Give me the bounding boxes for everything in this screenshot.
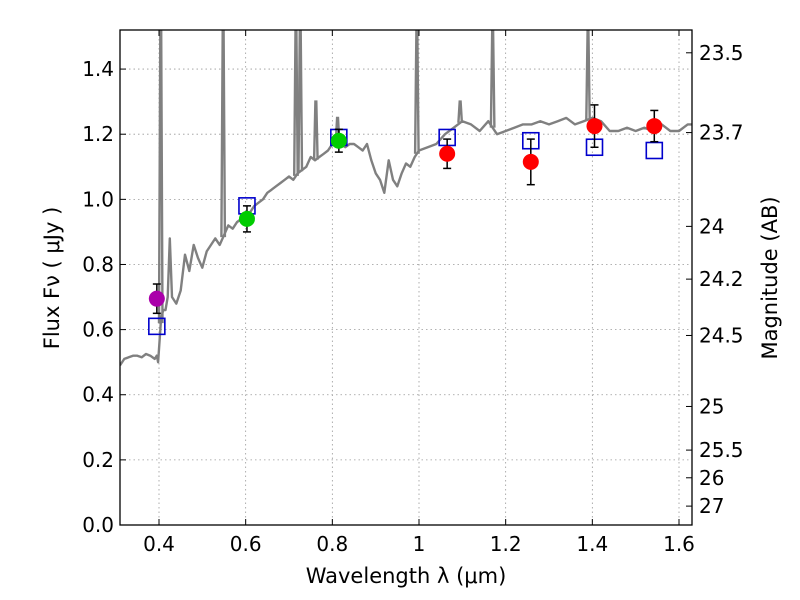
y-tick-label: 0.6 xyxy=(82,318,114,342)
emission-line xyxy=(220,30,227,238)
right-tick-label: 23.7 xyxy=(699,121,744,145)
observed-flux-point xyxy=(522,153,539,170)
y-tick-label: 0.2 xyxy=(82,448,114,472)
right-axis-label: Magnitude (AB) xyxy=(758,196,782,359)
x-tick-label: 1.4 xyxy=(576,532,608,556)
right-tick-label: 24.5 xyxy=(699,323,744,347)
x-tick-label: 0.4 xyxy=(143,532,175,556)
model-spectrum-layer xyxy=(120,30,692,367)
x-tick-label: 0.8 xyxy=(316,532,348,556)
emission-line xyxy=(489,30,496,128)
y-tick-label: 0.4 xyxy=(82,383,114,407)
observed-flux-point xyxy=(586,118,603,135)
y-tick-label: 0.8 xyxy=(82,252,114,276)
observed-flux-point xyxy=(330,132,347,149)
grid xyxy=(120,30,692,526)
right-tick-label: 24.2 xyxy=(699,267,744,291)
emission-line xyxy=(297,30,304,172)
observed-flux-point xyxy=(238,210,255,227)
emission-line xyxy=(293,30,299,176)
observed-flux-point xyxy=(148,290,165,307)
y-tick-label: 1.4 xyxy=(82,57,114,81)
observed-flux-point xyxy=(646,118,663,135)
emission-line xyxy=(413,30,420,154)
x-axis-label: Wavelength λ (μm) xyxy=(306,564,507,588)
tick-marks xyxy=(120,30,692,526)
right-tick-label: 27 xyxy=(699,494,724,518)
emission-line xyxy=(585,30,591,120)
emission-line xyxy=(312,100,319,160)
x-tick-label: 1.6 xyxy=(663,532,695,556)
right-tick-label: 25.5 xyxy=(699,438,744,462)
y-tick-label: 0.0 xyxy=(82,513,114,537)
y-tick-label: 1.0 xyxy=(82,187,114,211)
right-tick-label: 24 xyxy=(699,214,724,238)
right-tick-label: 25 xyxy=(699,394,724,418)
model-spectrum-line xyxy=(120,116,692,367)
observed-flux-point xyxy=(439,145,456,162)
emission-line xyxy=(457,100,464,123)
model-photometry-square xyxy=(148,317,166,336)
x-tick-label: 0.6 xyxy=(230,532,262,556)
right-tick-label: 23.5 xyxy=(699,41,744,65)
y-tick-label: 1.2 xyxy=(82,122,114,146)
x-tick-label: 1 xyxy=(413,532,426,556)
model-photometry-square xyxy=(645,141,664,160)
y-axis-label: Flux Fν ( μJy ) xyxy=(40,207,64,350)
emission-line xyxy=(157,30,164,324)
plot-frame xyxy=(119,29,693,526)
data-points-layer xyxy=(148,104,664,336)
right-tick-label: 26 xyxy=(699,466,724,490)
x-tick-label: 1.2 xyxy=(490,532,522,556)
tick-labels: 0.4 0.6 0.8 1 1.2 1.4 1.6 0.0 0.2 0.4 0.6 0.8 1.0 1.2… xyxy=(82,41,743,556)
